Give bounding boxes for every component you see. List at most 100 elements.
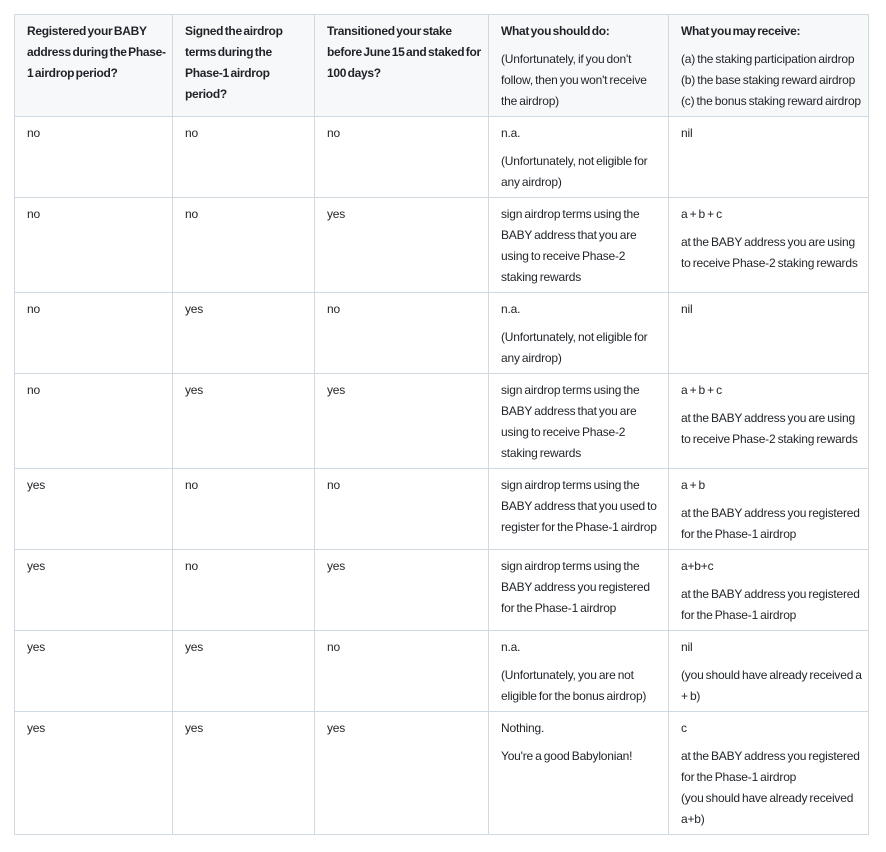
text-line: no [327,478,340,492]
header-cell-1: Registered your BABY address during the … [14,14,173,117]
table-body: no no no n.a. (Unfortunately, not eligible f… [14,116,869,835]
table-row-7: yes yes no n.a. (Unfortunately, you are not … [14,630,869,712]
text-line: n.a. [501,640,521,654]
header-title: What you should do: [501,21,664,42]
cell-r4c4: sign airdrop terms using the BABY addres… [488,373,669,469]
cell-r8c1: yes [14,711,173,835]
cell-paragraph: a + b + c [681,380,864,401]
cell-paragraph: (Unfortunately, you are not eligible for… [501,665,664,707]
cell-paragraph: no [327,475,484,496]
text-line: Nothing. [501,721,545,735]
text-line: sign airdrop terms using the BABY addres… [501,478,657,534]
cell-paragraph: (Unfortunately, not eligible for any air… [501,327,664,369]
header-title: Registered your BABY address during the … [27,21,168,84]
cell-paragraph: nil [681,299,864,320]
cell-paragraph: no [27,204,168,225]
cell-r5c3: no [314,468,489,550]
cell-paragraph: a + b [681,475,864,496]
text-line: (c) the bonus staking reward airdrop [681,94,861,108]
table-row-5: yes no no sign airdrop terms using the BABY… [14,468,869,550]
cell-paragraph: no [185,475,310,496]
cell-r8c2: yes [172,711,315,835]
text-line: What you may receive: [681,24,801,38]
text-line: no [185,207,198,221]
cell-paragraph: You're a good Babylonian! [501,746,664,767]
cell-r4c1: no [14,373,173,469]
text-line: yes [27,721,46,735]
cell-r6c5: a+b+c at the BABY address you registered … [668,549,869,631]
cell-paragraph: yes [327,204,484,225]
text-line: (you should have already received a+b) [681,791,854,826]
cell-paragraph: sign airdrop terms using the BABY addres… [501,204,664,288]
text-line: at the BABY address you registered for t… [681,506,860,541]
text-line: (you should have already received a + b) [681,668,862,703]
text-line: no [27,207,40,221]
cell-paragraph: c [681,718,864,739]
cell-r1c5: nil [668,116,869,198]
cell-r8c4: Nothing. You're a good Babylonian! [488,711,669,835]
airdrop-eligibility-table: Registered your BABY address during the … [14,14,869,835]
cell-r8c3: yes [314,711,489,835]
cell-r2c5: a + b + c at the BABY address you are usi… [668,197,869,293]
cell-paragraph: yes [185,380,310,401]
cell-r7c5: nil (you should have already received a +… [668,630,869,712]
cell-paragraph: sign airdrop terms using the BABY addres… [501,380,664,464]
text-line: Transitioned your stake before June 15 a… [327,24,481,80]
cell-r7c4: n.a. (Unfortunately, you are not eligible… [488,630,669,712]
cell-paragraph: yes [185,637,310,658]
cell-paragraph: at the BABY address you registered for t… [681,503,864,545]
cell-paragraph: a + b + c [681,204,864,225]
text-line: (Unfortunately, you are not eligible for… [501,668,647,703]
cell-paragraph: no [327,299,484,320]
text-line: no [185,478,198,492]
cell-paragraph: (you should have already received a + b) [681,665,864,707]
cell-r3c1: no [14,292,173,374]
cell-paragraph: yes [185,718,310,739]
header-cell-4: What you should do: (Unfortunately, if yo… [488,14,669,117]
cell-r3c5: nil [668,292,869,374]
cell-paragraph: Nothing. [501,718,664,739]
text-line: n.a. [501,126,521,140]
cell-r1c3: no [314,116,489,198]
text-line: sign airdrop terms using the BABY addres… [501,559,650,615]
text-line: sign airdrop terms using the BABY addres… [501,383,640,460]
text-line: no [27,383,40,397]
text-line: nil [681,302,693,316]
cell-paragraph: nil [681,637,864,658]
cell-r2c4: sign airdrop terms using the BABY addres… [488,197,669,293]
cell-paragraph: no [327,123,484,144]
cell-r5c5: a + b at the BABY address you registered … [668,468,869,550]
cell-paragraph: at the BABY address you are using to rec… [681,232,864,274]
cell-r5c4: sign airdrop terms using the BABY addres… [488,468,669,550]
cell-paragraph: no [185,556,310,577]
cell-paragraph: sign airdrop terms using the BABY addres… [501,475,664,538]
text-line: no [185,126,198,140]
cell-r1c4: n.a. (Unfortunately, not eligible for any… [488,116,669,198]
cell-r6c3: yes [314,549,489,631]
cell-r4c5: a + b + c at the BABY address you are usi… [668,373,869,469]
cell-paragraph: no [185,123,310,144]
cell-paragraph: yes [327,556,484,577]
text-line: a + b + c [681,383,722,397]
text-line: no [327,302,340,316]
text-line: c [681,721,687,735]
header-title: What you may receive: [681,21,864,42]
cell-paragraph: (Unfortunately, not eligible for any air… [501,151,664,193]
cell-r4c3: yes [314,373,489,469]
cell-r3c4: n.a. (Unfortunately, not eligible for any… [488,292,669,374]
cell-paragraph: yes [27,718,168,739]
cell-paragraph: yes [27,637,168,658]
cell-paragraph: yes [185,299,310,320]
cell-paragraph: no [27,380,168,401]
cell-r5c2: no [172,468,315,550]
text-line: no [27,126,40,140]
cell-paragraph: yes [27,475,168,496]
text-line: yes [327,383,346,397]
text-line: yes [327,721,346,735]
table-row-6: yes no yes sign airdrop terms using the BAB… [14,549,869,631]
cell-paragraph: a+b+c [681,556,864,577]
cell-r6c1: yes [14,549,173,631]
cell-paragraph: n.a. [501,299,664,320]
text-line: yes [185,383,204,397]
